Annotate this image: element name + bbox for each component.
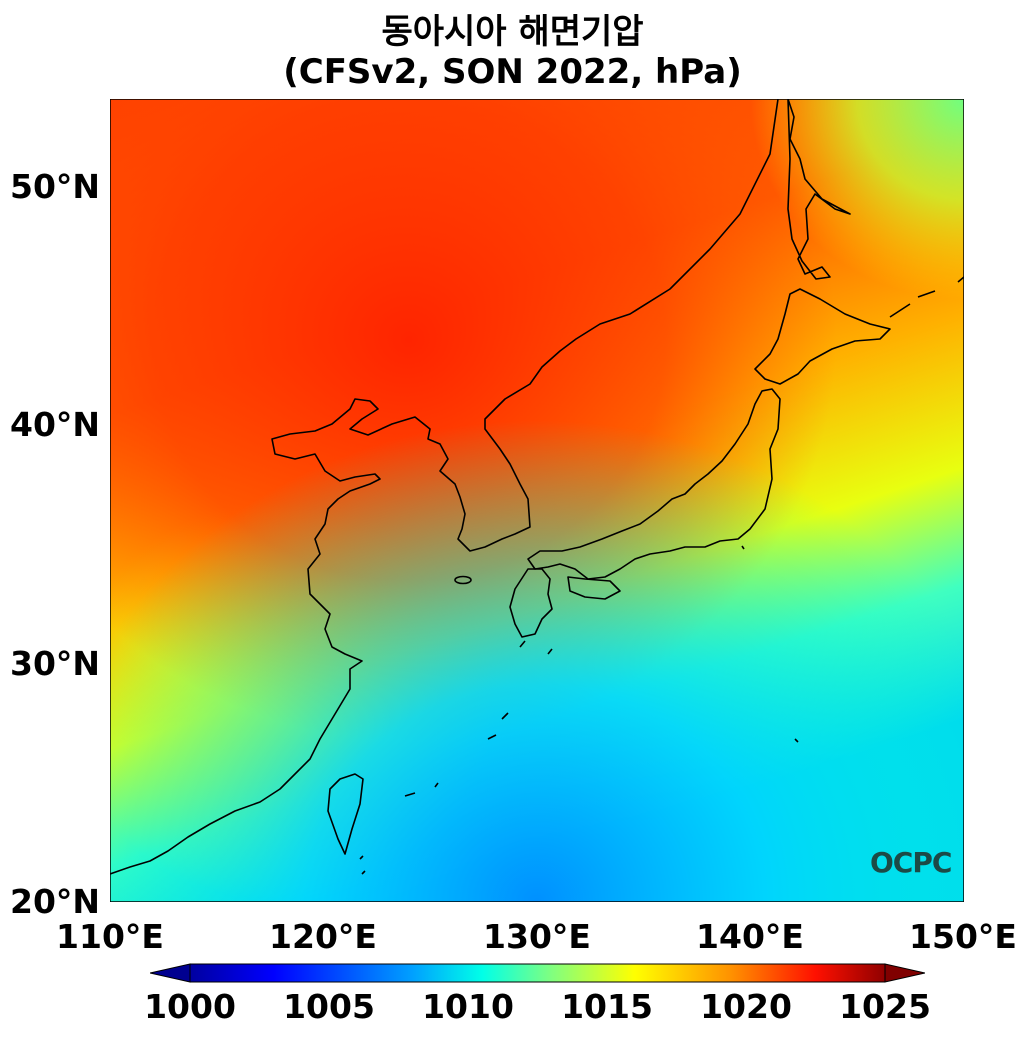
lat-label-20: 20°N xyxy=(10,882,101,921)
lat-label-40: 40°N xyxy=(10,405,101,444)
colorbar xyxy=(150,963,925,983)
lon-label-140: 140°E xyxy=(696,917,804,956)
ocpc-logo: OCPC xyxy=(870,846,952,879)
colorbar-tick-1010: 1010 xyxy=(422,987,514,1026)
colorbar-tick-1000: 1000 xyxy=(144,987,236,1026)
colorbar-tick-1015: 1015 xyxy=(561,987,653,1026)
lon-label-130: 130°E xyxy=(483,917,591,956)
lat-label-30: 30°N xyxy=(10,644,101,683)
lon-label-150: 150°E xyxy=(909,917,1017,956)
ryukyu-islands xyxy=(359,640,553,875)
kuril-islands xyxy=(889,276,964,318)
colorbar-extend-high xyxy=(884,963,925,983)
map-subtitle: (CFSv2, SON 2022, hPa) xyxy=(283,52,742,92)
honshu-coast xyxy=(527,388,781,580)
taiwan-coast xyxy=(327,773,364,855)
sakhalin-coast xyxy=(787,99,851,280)
lon-label-120: 120°E xyxy=(269,917,377,956)
lon-label-110: 110°E xyxy=(56,917,164,956)
izu-islands xyxy=(741,545,799,743)
pressure-map: OCPC xyxy=(110,99,964,902)
colorbar-gradient xyxy=(189,963,886,983)
low-pressure-area xyxy=(110,99,964,902)
coastlines xyxy=(110,99,964,875)
hokkaido-coast xyxy=(754,288,891,385)
jeju-coast xyxy=(454,575,472,585)
colorbar-tick-1025: 1025 xyxy=(839,987,931,1026)
shikoku-coast xyxy=(567,576,621,600)
kyushu-coast xyxy=(509,568,553,638)
colorbar-extend-low xyxy=(150,963,191,983)
colorbar-tick-1020: 1020 xyxy=(700,987,792,1026)
colorbar-tick-1005: 1005 xyxy=(283,987,375,1026)
mainland-coast xyxy=(110,99,779,875)
lat-label-50: 50°N xyxy=(10,167,101,206)
map-title: 동아시아 해면기압 xyxy=(381,12,644,52)
